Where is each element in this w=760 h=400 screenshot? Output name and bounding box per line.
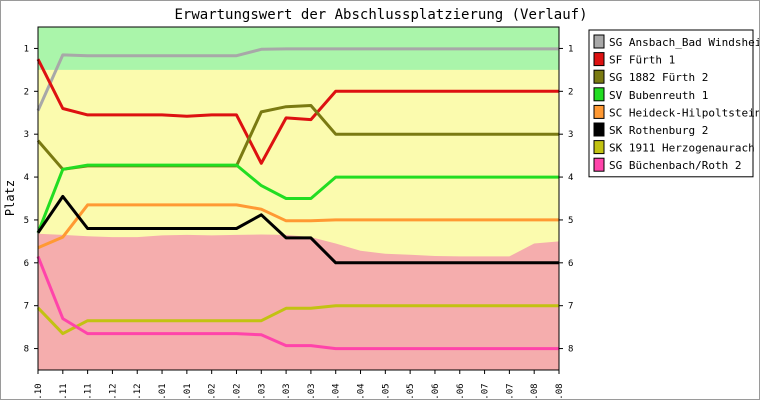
y-tick-label-right: 5: [568, 216, 573, 226]
y-tick-label: 7: [24, 302, 29, 312]
legend-swatch: [593, 104, 605, 119]
x-tick-label: 25.05: [406, 383, 416, 400]
chart-title: Erwartungswert der Abschlussplatzierung …: [174, 7, 587, 23]
legend-swatch: [593, 157, 605, 172]
x-tick-label: 02.03: [257, 383, 267, 400]
y-tick-label: 4: [24, 173, 29, 183]
series-line: [36, 304, 559, 336]
x-tick-label: 27.10: [34, 383, 44, 400]
x-tick-label: 20.07: [505, 383, 515, 400]
x-tick-label: 13.04: [332, 383, 342, 400]
x-tick-label: 16.03: [282, 383, 292, 400]
plot-background: [38, 27, 559, 370]
x-tick-label: 22.06: [456, 383, 466, 400]
x-tick-label: 02.02: [208, 383, 218, 400]
x-axis: 27.10 10.11 24.11 08.12 22.12 05.01 19.01 02.02…: [34, 370, 565, 400]
x-tick-label: 08.06: [431, 383, 441, 400]
zone-relegation: [38, 233, 559, 370]
legend: SG Ansbach_Bad Windsheim SF Fürth 1 SG 188…: [588, 29, 760, 178]
y-tick-label: 1: [24, 44, 29, 54]
legend-label: SK 1911 Herzogenaurach 3: [609, 142, 760, 155]
y-tick-label: 6: [24, 259, 29, 269]
y-tick-label-right: 8: [568, 345, 573, 355]
x-tick-label: 22.12: [133, 383, 143, 400]
y-tick-label: 5: [24, 216, 29, 226]
x-tick-label: 30.03: [307, 383, 317, 400]
legend-swatch: [593, 87, 605, 102]
x-tick-label: 03.08: [530, 383, 540, 400]
x-tick-label: 10.11: [59, 383, 69, 400]
legend-label: SC Heideck-Hilpoltstein: [609, 106, 760, 119]
y-axis-right: 1 2 3 4 5 6 7 8: [559, 44, 573, 355]
series-line: [36, 47, 559, 112]
y-tick-label: 8: [24, 345, 29, 355]
y-tick-label: 2: [24, 87, 29, 97]
y-tick-label-right: 2: [568, 87, 573, 97]
legend-label: SG Ansbach_Bad Windsheim: [609, 36, 760, 49]
y-tick-label-right: 3: [568, 130, 573, 140]
y-tick-label-right: 4: [568, 173, 573, 183]
y-axis-left: 1 2 3 4 5 6 7 8: [24, 44, 38, 355]
legend-label: SK Rothenburg 2: [609, 124, 708, 137]
series-line: [36, 58, 559, 165]
legend-swatch: [593, 122, 605, 137]
y-tick-label: 3: [24, 130, 29, 140]
legend-label: SV Bubenreuth 1: [609, 89, 708, 102]
legend-swatch: [593, 69, 605, 84]
x-tick-label: 08.12: [108, 383, 118, 400]
legend-swatch: [593, 140, 605, 155]
series-line: [36, 255, 559, 351]
series-layer: [36, 47, 559, 351]
plot-border: [37, 26, 560, 371]
x-tick-label: 10.08: [555, 383, 565, 400]
legend-box: [588, 29, 754, 178]
legend-label: SG 1882 Fürth 2: [609, 71, 708, 84]
x-tick-label: 06.07: [481, 383, 491, 400]
y-axis-label: Platz: [3, 180, 17, 216]
y-tick-label-right: 7: [568, 302, 573, 312]
x-tick-label: 19.01: [183, 383, 193, 400]
legend-swatch: [593, 52, 605, 67]
x-tick-label: 05.01: [158, 383, 168, 400]
x-tick-label: 24.11: [84, 383, 94, 400]
y-tick-label-right: 6: [568, 259, 573, 269]
series-line: [36, 163, 559, 234]
x-tick-label: 11.05: [381, 383, 391, 400]
series-line: [37, 203, 559, 250]
legend-swatch: [593, 34, 605, 49]
legend-label: SG Büchenbach/Roth 2: [609, 159, 741, 172]
legend-label: SF Fürth 1: [609, 54, 675, 67]
x-tick-label: 16.02: [232, 383, 242, 400]
series-line: [36, 194, 559, 265]
y-tick-label-right: 1: [568, 44, 573, 54]
x-tick-label: 27.04: [357, 383, 367, 400]
